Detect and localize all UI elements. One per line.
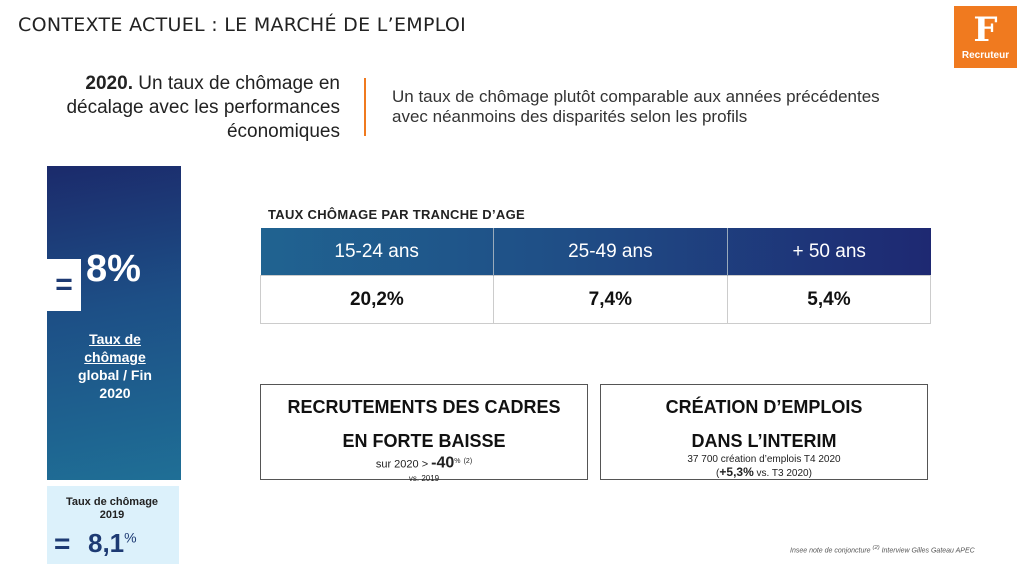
footnote-text2: Interview Gilles Gateau APEC [879,547,975,555]
global-rate-panel [47,166,181,480]
interim-value: +5,3% [719,465,754,479]
header-25-49: 25-49 ans [493,228,728,276]
interim-line1: 37 700 création d’emplois T4 2020 [687,454,841,465]
global-rate-label-2: chômage [84,349,146,365]
table-row: 20,2% 7,4% 5,4% [260,275,932,324]
rate-2019-equals: = [54,528,71,559]
global-rate-label-3: global / Fin [78,367,152,383]
interim-title-1: CRÉATION D’EMPLOIS [665,397,863,417]
recrutements-value: -40 [431,454,455,472]
recrutements-title-2: EN FORTE BAISSE [342,431,506,451]
recrutements-vs: vs. 2019 [408,473,440,483]
global-rate-label-1: Taux de [89,331,141,347]
age-rate-table: 15-24 ans 25-49 ans + 50 ans 20,2% 7,4% … [260,228,932,324]
intro-year: 2020. [85,73,133,94]
value-15-24: 20,2% [260,275,494,324]
recrutements-ref: (2) [463,458,473,465]
creation-emplois-box: CRÉATION D’EMPLOIS DANS L’INTERIM 37 700… [600,384,928,480]
intro-right-line2: avec néanmoins des disparités selon les … [392,107,748,126]
rate-2019-label: Taux de chômage 2019 [65,496,159,521]
age-table-title: TAUX CHÔMAGE PAR TRANCHE D’AGE [268,207,525,222]
intro-divider [364,78,366,136]
header-50-plus: + 50 ans [727,228,931,276]
global-rate-value: 8% [86,248,141,290]
intro-left-text: Un taux de chômage en décalage avec les … [66,73,340,142]
source-footnote: Insee note de conjoncture (2) Interview … [790,545,975,554]
intro-subtext: Un taux de chômage plutôt comparable aux… [392,87,992,127]
table-header-row: 15-24 ans 25-49 ans + 50 ans [260,228,931,276]
interim-title-2: DANS L’INTERIM [691,431,837,451]
recrutements-unit: % [454,458,461,465]
rate-2019-number: 8,1 [88,528,125,558]
page-title: CONTEXTE ACTUEL : LE MARCHÉ DE L’EMPLOI [18,14,467,36]
header-15-24: 15-24 ans [260,228,494,276]
logo-letter: F [973,10,998,50]
interim-vs: vs. T3 2020) [753,468,812,479]
recrutements-stat: sur 2020 > -40% (2) [261,455,587,472]
recrutements-pre: sur 2020 > [375,458,432,471]
recrutements-title-1: RECRUTEMENTS DES CADRES [287,397,561,417]
rate-2019-unit: % [124,529,137,546]
footnote-text1: Insee note de conjoncture [790,547,873,555]
equals-sign: = [47,259,81,311]
recruteur-logo[interactable]: F Recruteur [954,6,1017,68]
global-rate-label: Taux de chômage global / Fin 2020 [60,330,170,402]
interim-stat: (+5,3% vs. T3 2020) [601,466,927,480]
recrutements-cadres-box: RECRUTEMENTS DES CADRES EN FORTE BAISSE … [260,384,588,483]
rate-2019-panel [47,486,179,564]
interim-open: ( [716,468,720,479]
rate-2019-value: 8,1% [88,528,137,559]
footnote-ref: (2) [872,545,880,551]
intro-right-line1: Un taux de chômage plutôt comparable aux… [392,87,880,106]
logo-label: Recruteur [961,50,1010,61]
intro-headline: 2020. Un taux de chômage en décalage ave… [40,72,340,144]
value-50-plus: 5,4% [726,275,932,324]
global-rate-label-4: 2020 [99,385,131,401]
value-25-49: 7,4% [492,275,728,324]
